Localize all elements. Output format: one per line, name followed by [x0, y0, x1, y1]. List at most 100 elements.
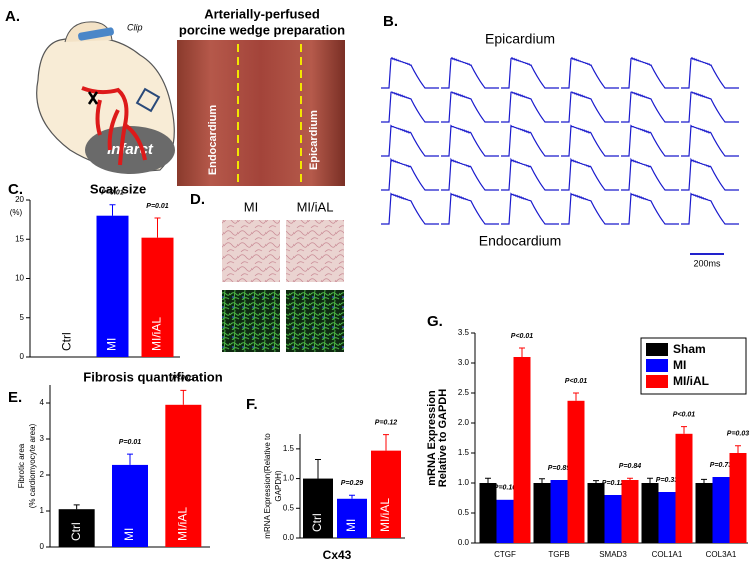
- category-label: MI/iAL: [176, 507, 190, 541]
- y-tick-label: 20: [15, 195, 24, 204]
- panel-d: D. MI MI/iAL: [190, 191, 344, 352]
- trace: [561, 192, 619, 225]
- bar: [479, 483, 497, 543]
- error-bar: [539, 478, 545, 483]
- p-value: P<0.01: [673, 411, 695, 418]
- error-bar: [315, 459, 321, 479]
- clip-label: Clip: [127, 22, 143, 32]
- bar: [337, 498, 367, 538]
- trace: [621, 124, 679, 157]
- error-bar: [573, 392, 579, 401]
- bar: [513, 357, 531, 543]
- bar: [675, 433, 693, 543]
- error-bar: [349, 494, 355, 499]
- trace: [621, 91, 679, 123]
- y-axis-label: (% cardiomyocyte area): [28, 423, 37, 508]
- trace: [441, 192, 499, 225]
- ligation: [87, 91, 99, 105]
- y-tick-label: 0.0: [283, 533, 295, 542]
- infarct-label: Infarct: [107, 141, 154, 158]
- trace: [561, 56, 619, 89]
- trace-title: Epicardium: [485, 31, 555, 47]
- panel-label: E.: [8, 389, 22, 406]
- p-value: P=0.01: [146, 203, 168, 210]
- vessels: [81, 86, 147, 166]
- y-tick-label: 0.5: [458, 508, 470, 517]
- y-tick-label: 0.0: [458, 538, 470, 547]
- x-tick-label: SMAD3: [599, 550, 627, 559]
- error-bar: [127, 453, 133, 465]
- bar: [371, 450, 401, 538]
- error-bar: [647, 477, 653, 483]
- column-label: MI: [244, 199, 258, 214]
- p-value: P=0.01: [101, 190, 123, 197]
- chart-title: Scar size: [90, 181, 146, 196]
- y-axis-label: GAPDH): [274, 470, 283, 501]
- trace: [621, 157, 679, 191]
- error-bar: [735, 445, 741, 453]
- histology: [286, 220, 344, 282]
- error-bar: [593, 480, 599, 483]
- bar: [729, 453, 747, 543]
- error-bar: [485, 477, 491, 483]
- p-value: P=0.29: [341, 480, 363, 487]
- wedge-region: [135, 87, 161, 113]
- p-value: P=0.10: [494, 485, 516, 492]
- error-bar: [627, 477, 633, 480]
- trace: [381, 56, 439, 89]
- trace: [501, 56, 559, 89]
- trace: [621, 192, 679, 225]
- y-axis-label: Fibrotic area: [17, 443, 26, 488]
- y-unit: (%): [10, 208, 23, 217]
- trace: [501, 157, 559, 191]
- category-label: MI: [122, 528, 136, 541]
- y-tick-label: 1.0: [458, 478, 470, 487]
- trace: [441, 91, 499, 123]
- immunostain: [286, 290, 344, 352]
- trace: [501, 124, 559, 157]
- bar: [533, 483, 551, 543]
- column-label: MI/iAL: [297, 199, 334, 214]
- bar: [621, 480, 639, 543]
- trace: [441, 124, 499, 157]
- y-axis-label: mRNA Expression(Relative to: [263, 433, 272, 539]
- y-tick-label: 2.5: [458, 388, 470, 397]
- y-tick-label: 3.5: [458, 328, 470, 337]
- bar: [641, 483, 659, 543]
- legend-swatch: [646, 343, 668, 356]
- bar: [658, 492, 676, 543]
- bar: [587, 483, 605, 543]
- bar: [695, 483, 713, 543]
- clip: [78, 27, 114, 41]
- error-bar: [383, 434, 389, 451]
- bar: [58, 509, 95, 547]
- p-value: P=0.33: [656, 477, 678, 484]
- y-tick-label: 0.5: [283, 503, 295, 512]
- bar: [712, 477, 730, 543]
- x-axis-label: Cx43: [323, 548, 352, 562]
- bar: [303, 478, 333, 538]
- trace: [381, 157, 439, 191]
- panel-label: F.: [246, 396, 258, 413]
- trace: [681, 124, 739, 157]
- panel-a: A. Clip Infarct Arterially-perfused porc…: [5, 6, 345, 186]
- panel-label: A.: [5, 8, 20, 25]
- y-tick-label: 3.0: [458, 358, 470, 367]
- y-tick-label: 0: [40, 542, 45, 551]
- legend-label: MI: [673, 358, 686, 372]
- trace: [381, 91, 439, 123]
- y-tick-label: 3: [40, 434, 45, 443]
- y-tick-label: 5: [20, 313, 25, 322]
- legend-label: MI/iAL: [673, 374, 709, 388]
- category-label: MI/iAL: [150, 317, 164, 351]
- trace: [681, 56, 739, 89]
- p-value: P=0.12: [602, 480, 624, 487]
- y-tick-label: 2: [40, 470, 45, 479]
- heading: Arterially-perfused: [204, 6, 320, 21]
- bar: [141, 237, 174, 357]
- y-axis-label: mRNA Expression: [426, 390, 438, 486]
- x-tick-label: CTGF: [494, 550, 516, 559]
- legend: Sham MI MI/iAL: [640, 337, 747, 395]
- p-value: P=0.84: [619, 463, 641, 470]
